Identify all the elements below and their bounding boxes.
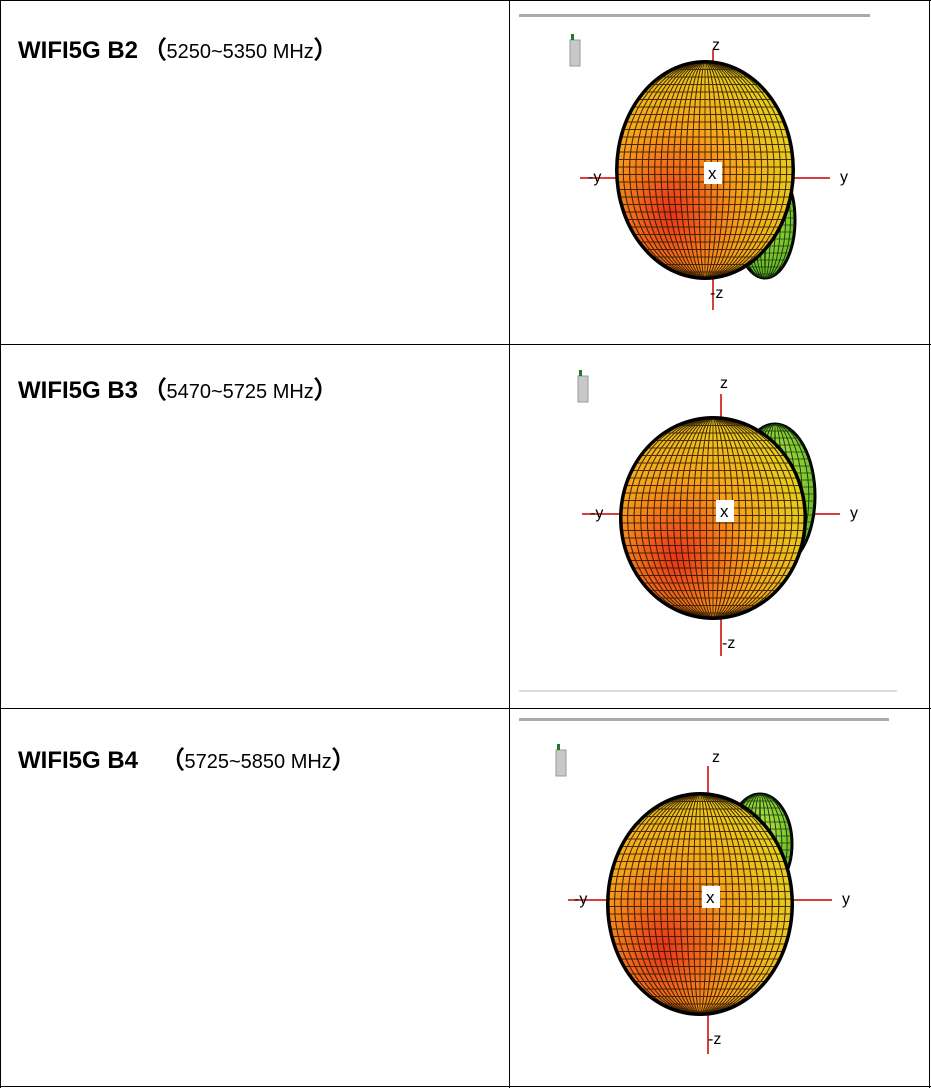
axis-label-x: x [704,162,722,184]
image-top-rule [519,14,870,17]
table-border-bottom [0,1086,931,1087]
axis-label-z: z [712,37,720,54]
svg-text:x: x [706,888,715,907]
band-label-b3: WIFI5G B3 （5470~5725 MHz） [18,370,338,405]
radiation-pattern-b2: z y -y -z x [510,20,929,342]
axis-label-y: y [850,505,858,522]
axis-label-y: y [840,169,848,186]
main-lobe [619,416,807,620]
axis-label-neg-z: -z [722,635,735,652]
table-divider-middle [509,0,510,1088]
close-paren: ） [313,377,338,404]
table-border-right [929,0,930,1088]
row-divider-2 [0,708,931,709]
axis-label-neg-z: -z [710,285,723,302]
band-name: WIFI5G B3 [18,377,139,404]
table-border-left [0,0,1,1088]
svg-text:x: x [708,164,717,183]
axis-label-x: x [716,500,734,522]
close-paren: ） [313,37,338,64]
open-paren: （ [160,747,185,774]
antenna-icon [577,370,589,403]
radiation-pattern-b4: z y -y -z x [510,724,929,1084]
row-divider-1 [0,344,931,345]
main-lobe [606,792,794,1016]
radiation-pattern-b3: z y -y -z x [510,346,929,688]
axis-label-neg-y: -y [590,505,603,522]
table-border-top [0,0,931,1]
band-frequency: 5250~5350 MHz [166,41,314,63]
axis-label-x: x [702,886,720,908]
axis-label-neg-y: -y [588,169,601,186]
axis-label-y: y [842,891,850,908]
antenna-icon [555,744,567,777]
band-label-b4: WIFI5G B4 （5725~5850 MHz） [18,740,356,775]
band-name: WIFI5G B2 [18,37,139,64]
axis-label-z: z [720,375,728,392]
band-label-b2: WIFI5G B2 （5250~5350 MHz） [18,30,338,65]
axis-label-neg-y: -y [574,891,587,908]
close-paren: ） [331,747,356,774]
image-bottom-rule [519,690,897,692]
band-name: WIFI5G B4 [18,747,139,774]
image-top-rule [519,718,889,721]
open-paren: （ [142,37,167,64]
band-frequency: 5725~5850 MHz [184,751,332,773]
axis-label-neg-z: -z [708,1031,721,1048]
svg-text:x: x [720,502,729,521]
band-frequency: 5470~5725 MHz [166,381,314,403]
axis-label-z: z [712,749,720,766]
antenna-icon [569,34,581,67]
open-paren: （ [142,377,167,404]
